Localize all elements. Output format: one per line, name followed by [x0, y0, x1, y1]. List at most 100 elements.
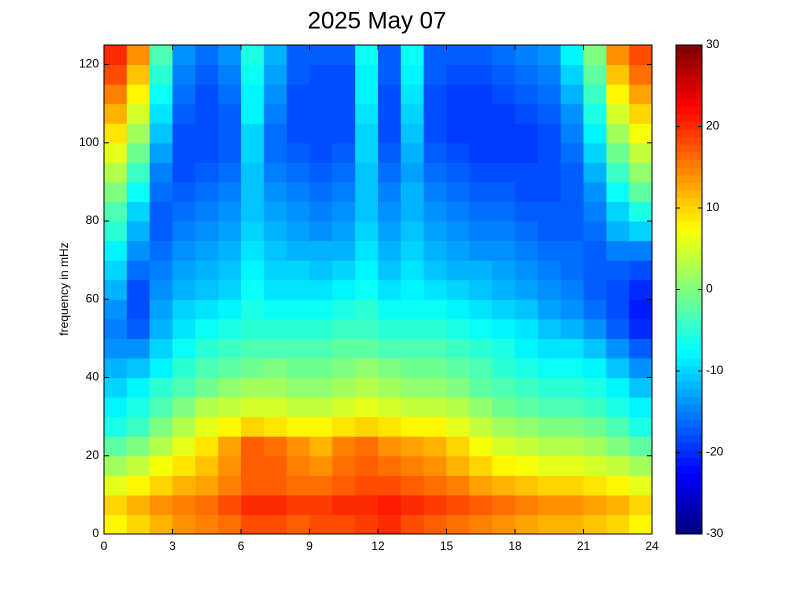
- heatmap-cell: [400, 64, 425, 85]
- heatmap-cell: [286, 416, 310, 437]
- heatmap-cell: [583, 397, 607, 418]
- heatmap-cell: [537, 103, 562, 124]
- heatmap-cell: [400, 181, 425, 202]
- heatmap-cell: [332, 84, 356, 105]
- y-tick-label: 80: [86, 213, 100, 227]
- heatmap-cell: [149, 181, 173, 202]
- heatmap-cell: [606, 260, 630, 281]
- heatmap-cell: [492, 377, 516, 398]
- heatmap-cell: [537, 201, 562, 222]
- heatmap-cell: [332, 201, 356, 222]
- heatmap-cell: [560, 201, 584, 222]
- heatmap-cell: [332, 494, 356, 515]
- heatmap-cell: [492, 338, 516, 359]
- heatmap-cell: [606, 377, 630, 398]
- heatmap-cell: [263, 45, 288, 66]
- y-tick-label: 100: [79, 135, 99, 149]
- heatmap-cell: [378, 45, 402, 66]
- heatmap-cell: [218, 397, 242, 418]
- heatmap-cell: [629, 397, 653, 418]
- heatmap-cell: [560, 338, 584, 359]
- colorbar-segment: [676, 266, 702, 275]
- colorbar-segment: [676, 197, 702, 206]
- heatmap-cell: [332, 45, 356, 66]
- colorbar-segment: [676, 83, 702, 92]
- heatmap-cell: [537, 455, 562, 476]
- heatmap-cell: [423, 64, 447, 85]
- heatmap-cell: [400, 397, 425, 418]
- heatmap-cell: [355, 377, 379, 398]
- heatmap-cell: [332, 103, 356, 124]
- heatmap-cell: [446, 103, 470, 124]
- colorbar-segment: [676, 236, 702, 245]
- heatmap-cell: [286, 240, 310, 261]
- heatmap-cell: [241, 181, 265, 202]
- heatmap-cell: [537, 221, 562, 242]
- heatmap-cell: [218, 455, 242, 476]
- heatmap-cell: [195, 260, 219, 281]
- heatmap-cell: [149, 494, 173, 515]
- heatmap-cell: [149, 279, 173, 300]
- heatmap-cell: [400, 123, 425, 144]
- colorbar-segment: [676, 151, 702, 161]
- colorbar-segment: [676, 442, 702, 451]
- heatmap-cell: [263, 357, 288, 379]
- heatmap-cell: [172, 416, 196, 437]
- heatmap-cell: [218, 338, 242, 359]
- heatmap-cell: [469, 181, 493, 202]
- heatmap-cell: [400, 455, 425, 476]
- heatmap-cell: [560, 397, 584, 418]
- heatmap-cell: [629, 181, 653, 202]
- heatmap-cell: [469, 221, 493, 242]
- heatmap-cell: [149, 299, 173, 320]
- heatmap-cell: [446, 279, 470, 300]
- heatmap-cell: [195, 514, 219, 535]
- heatmap-cell: [126, 494, 151, 515]
- heatmap-cell: [583, 475, 607, 496]
- heatmap-cell: [492, 181, 516, 202]
- heatmap-cell: [332, 260, 356, 281]
- heatmap-cell: [126, 181, 151, 202]
- heatmap-cell: [126, 397, 151, 418]
- heatmap-cell: [195, 357, 219, 379]
- heatmap-cell: [606, 240, 630, 261]
- heatmap-cell: [286, 162, 310, 183]
- heatmap-cell: [355, 84, 379, 105]
- heatmap-cell: [446, 475, 470, 496]
- heatmap-cell: [446, 514, 470, 535]
- colorbar-segment: [676, 327, 702, 336]
- colorbar-segment: [676, 45, 702, 54]
- heatmap-cell: [446, 142, 470, 163]
- heatmap-cell: [286, 455, 310, 476]
- heatmap-cell: [423, 299, 447, 320]
- heatmap-cell: [423, 84, 447, 105]
- heatmap-cell: [606, 64, 630, 85]
- heatmap-cell: [400, 201, 425, 222]
- heatmap-cell: [218, 64, 242, 85]
- heatmap-cell: [286, 64, 310, 85]
- heatmap-cell: [606, 455, 630, 476]
- heatmap-cell: [104, 45, 128, 66]
- colorbar-segment: [676, 251, 702, 260]
- heatmap-cell: [492, 299, 516, 320]
- heatmap-cell: [560, 181, 584, 202]
- heatmap-cell: [104, 416, 128, 437]
- heatmap-cell: [195, 318, 219, 339]
- heatmap-cell: [537, 279, 562, 300]
- heatmap-cell: [446, 181, 470, 202]
- heatmap-cell: [355, 514, 379, 535]
- heatmap-cell: [378, 357, 402, 379]
- colorbar-segment: [676, 297, 702, 306]
- heatmap-cell: [218, 357, 242, 379]
- heatmap-cell: [355, 279, 379, 300]
- colorbar-segment: [676, 480, 702, 489]
- heatmap-cell: [537, 260, 562, 281]
- colorbar-segment: [676, 213, 702, 222]
- heatmap-cell: [560, 123, 584, 144]
- heatmap-cell: [537, 357, 562, 379]
- heatmap-cell: [263, 201, 288, 222]
- heatmap-cell: [378, 142, 402, 163]
- heatmap-cell: [629, 377, 653, 398]
- heatmap-cell: [560, 103, 584, 124]
- heatmap-cell: [241, 416, 265, 437]
